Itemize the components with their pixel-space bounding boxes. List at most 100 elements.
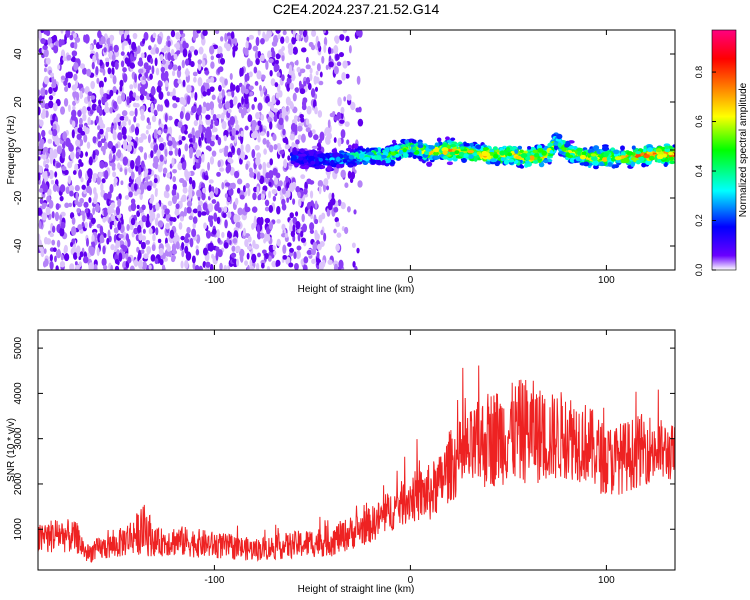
heatmap-cell xyxy=(68,202,73,208)
heatmap-cell xyxy=(339,119,345,124)
heatmap-cell xyxy=(620,151,626,157)
heatmap-cell xyxy=(73,62,79,71)
heatmap-cell xyxy=(356,75,361,85)
heatmap-cell xyxy=(102,123,106,129)
heatmap-cell xyxy=(194,130,201,139)
heatmap-cell xyxy=(149,214,153,224)
heatmap-cell xyxy=(266,130,270,138)
heatmap-cell xyxy=(463,153,469,158)
heatmap-cell xyxy=(159,53,164,61)
heatmap-cell xyxy=(73,41,78,50)
heatmap-cell xyxy=(198,46,204,55)
heatmap-cell xyxy=(316,251,320,259)
heatmap-cell xyxy=(143,152,148,161)
heatmap-cell xyxy=(505,146,511,152)
heatmap-cell xyxy=(61,148,65,157)
heatmap-cell xyxy=(198,104,202,113)
heatmap-cell xyxy=(229,72,233,80)
heatmap-cell xyxy=(292,30,296,38)
heatmap-cell xyxy=(67,161,73,169)
heatmap-cell xyxy=(138,68,144,74)
heatmap-cell xyxy=(333,115,338,121)
heatmap-cell xyxy=(97,125,101,131)
heatmap-cell xyxy=(454,150,460,155)
heatmap-cell xyxy=(120,60,125,68)
heatmap-cell xyxy=(306,107,311,115)
heatmap-cell xyxy=(204,131,209,139)
heatmap-cell xyxy=(83,125,87,132)
heatmap-cell xyxy=(358,153,365,159)
heatmap-cell xyxy=(203,222,207,230)
heatmap-cell xyxy=(135,157,141,167)
heatmap-cell xyxy=(262,85,266,93)
heatmap-cell xyxy=(90,95,96,100)
heatmap-cell xyxy=(104,101,109,108)
heatmap-cell xyxy=(69,190,74,197)
heatmap-cell xyxy=(305,127,311,133)
snr-x-ticks: -100 0 100 xyxy=(204,330,615,586)
heatmap-cell xyxy=(309,190,314,199)
heatmap-cell xyxy=(140,160,145,169)
heatmap-cell xyxy=(221,181,225,190)
heatmap-cell xyxy=(242,185,246,193)
heatmap-cell xyxy=(291,71,296,82)
heatmap-cell xyxy=(258,163,262,170)
heatmap-cell xyxy=(450,137,456,141)
heatmap-cell xyxy=(205,102,211,112)
heatmap-cell xyxy=(63,253,70,262)
heatmap-cell xyxy=(232,238,238,244)
heatmap-cell xyxy=(246,252,250,260)
heatmap-cell xyxy=(152,161,157,169)
heatmap-cell xyxy=(76,251,80,258)
heatmap-cell xyxy=(268,190,272,199)
heatmap-cell xyxy=(104,106,110,114)
heatmap-cell xyxy=(252,192,257,201)
heatmap-cell xyxy=(160,66,166,73)
heatmap-cell xyxy=(290,160,296,165)
heatmap-cell xyxy=(209,86,215,92)
heatmap-cell xyxy=(163,128,168,134)
heatmap-cell xyxy=(306,249,313,256)
heatmap-cell xyxy=(48,100,54,109)
colorbar-gradient xyxy=(711,29,737,271)
heatmap-cell xyxy=(158,137,164,143)
colorbar-tick-label: 0.8 xyxy=(694,66,704,79)
heatmap-cell xyxy=(179,111,184,120)
heatmap-cell xyxy=(352,261,356,268)
heatmap-cell xyxy=(67,175,71,185)
heatmap-cell xyxy=(668,156,674,161)
heatmap-cell xyxy=(133,140,138,149)
heatmap-cell xyxy=(111,53,116,62)
heatmap-cell xyxy=(109,36,113,45)
heatmap-cell xyxy=(503,159,510,165)
colorbar-tick-label: 0.2 xyxy=(694,214,704,227)
y-tick-label: -40 xyxy=(13,238,24,253)
heatmap-cell xyxy=(251,124,256,132)
heatmap-cell xyxy=(137,224,142,233)
heatmap-cell xyxy=(278,90,283,98)
heatmap-cell xyxy=(481,150,489,157)
heatmap-cell xyxy=(92,173,97,183)
heatmap-cell xyxy=(295,186,301,193)
heatmap-cell xyxy=(201,211,207,216)
heatmap-cell xyxy=(56,162,62,168)
heatmap-cell xyxy=(38,106,41,116)
heatmap-cell xyxy=(277,33,281,40)
heatmap-cell xyxy=(122,134,127,140)
heatmap-cell xyxy=(178,222,183,230)
heatmap-cell xyxy=(323,36,328,47)
heatmap-cell xyxy=(169,229,175,239)
heatmap-cell xyxy=(266,234,271,242)
heatmap-cell xyxy=(417,141,423,146)
heatmap-cell xyxy=(204,70,210,75)
heatmap-cell xyxy=(51,239,56,246)
heatmap-cell xyxy=(183,130,188,135)
heatmap-cell xyxy=(669,160,675,165)
heatmap-cell xyxy=(186,200,193,208)
heatmap-cell xyxy=(303,256,309,264)
heatmap-cell xyxy=(164,80,169,88)
heatmap-cell xyxy=(311,145,319,150)
heatmap-cell xyxy=(83,188,87,195)
heatmap-cell xyxy=(223,134,227,142)
heatmap-cell xyxy=(265,178,269,185)
